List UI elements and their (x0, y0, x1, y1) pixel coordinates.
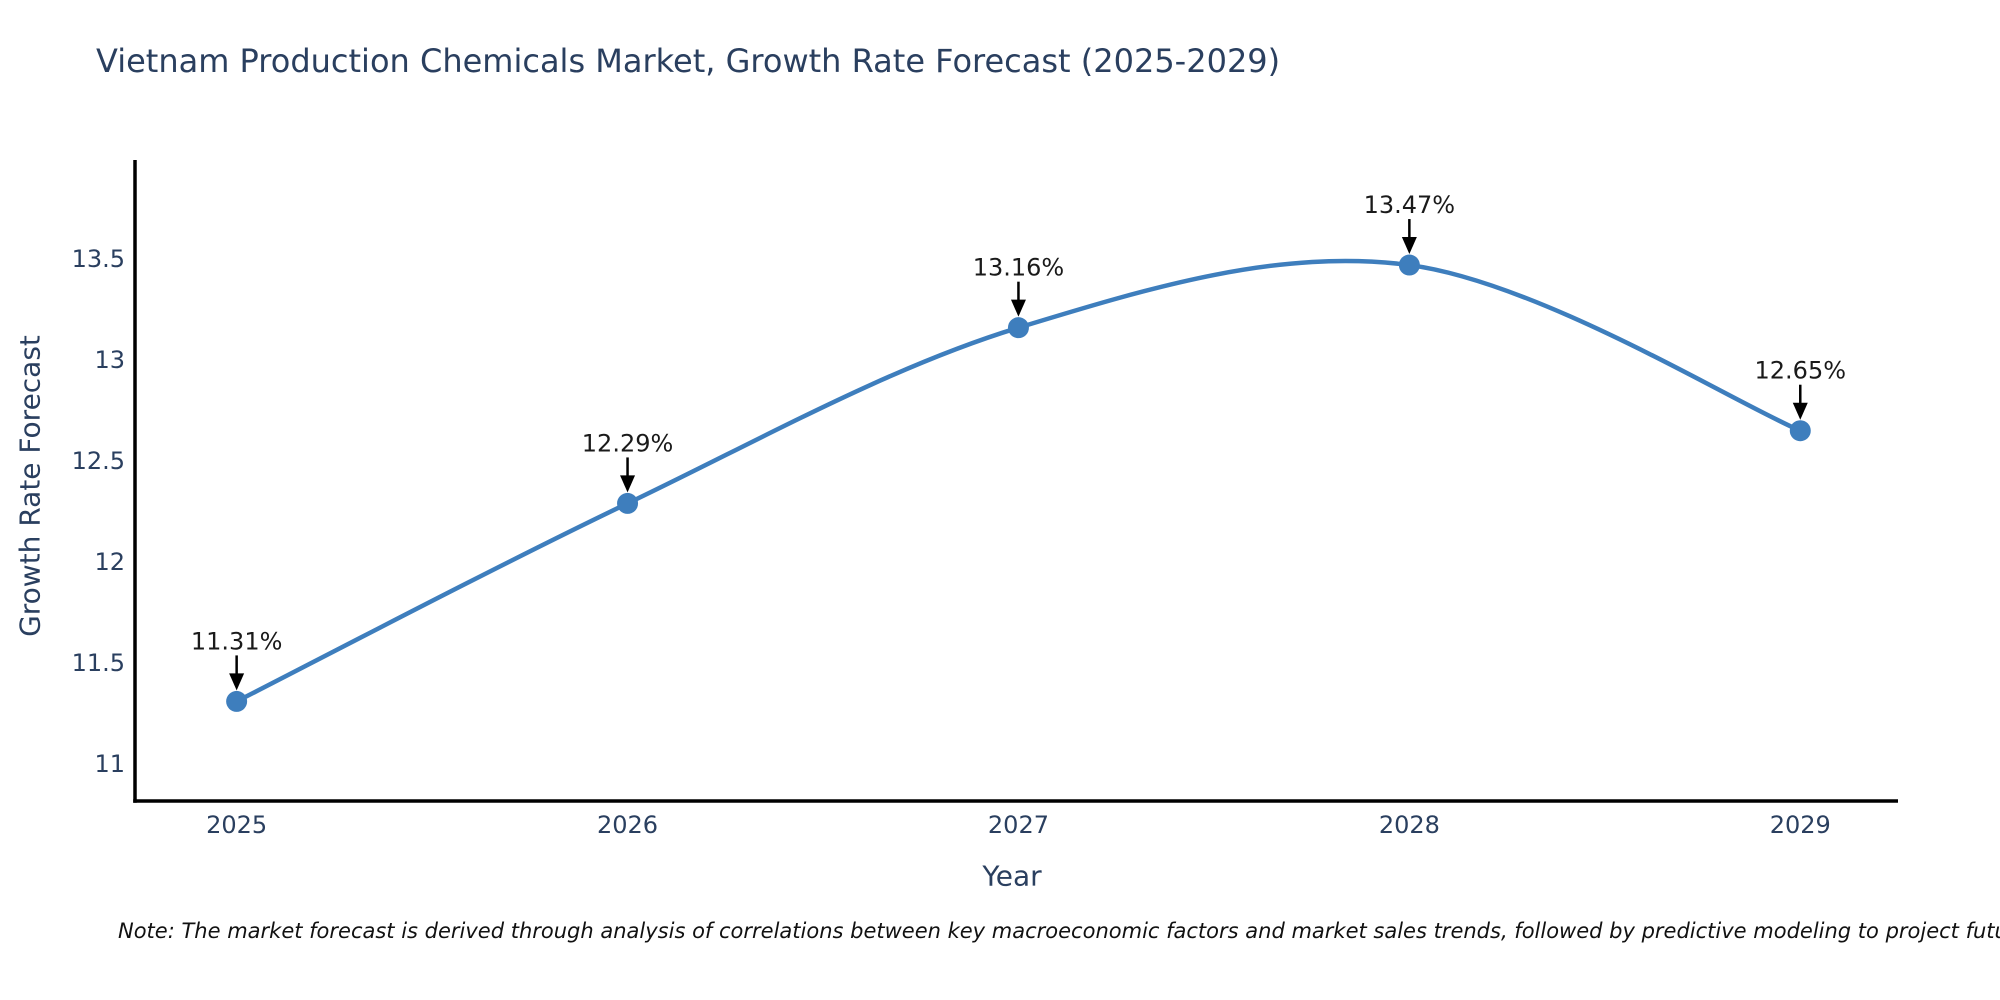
data-point-marker-2028 (1398, 254, 1420, 276)
annotation-label: 13.47% (1364, 191, 1456, 219)
annotation-label: 11.31% (191, 627, 283, 655)
data-point-marker-2029 (1789, 420, 1811, 442)
y-tick-label: 11.5 (72, 649, 125, 677)
x-tick-label: 2027 (988, 811, 1049, 839)
data-point-marker-2026 (617, 492, 639, 514)
x-tick-label: 2025 (206, 811, 267, 839)
annotation-label: 12.29% (582, 429, 674, 457)
annotation-arrow-head (1792, 402, 1808, 420)
x-tick-label: 2028 (1379, 811, 1440, 839)
chart-title: Vietnam Production Chemicals Market, Gro… (96, 42, 1281, 80)
x-axis-title: Year (982, 859, 1042, 893)
annotation-arrow-head (620, 475, 636, 493)
y-tick-label: 13.5 (72, 245, 125, 273)
y-tick-label: 12 (94, 548, 125, 576)
footnote: Note: The market forecast is derived thr… (118, 919, 2000, 943)
x-tick-label: 2029 (1770, 811, 1831, 839)
x-tick-label: 2026 (597, 811, 658, 839)
y-tick-label: 12.5 (72, 447, 125, 475)
y-tick-label: 13 (94, 346, 125, 374)
data-point-marker-2025 (226, 690, 248, 712)
y-tick-label: 11 (94, 750, 125, 778)
annotation-arrow-head (229, 673, 245, 691)
annotation-label: 12.65% (1755, 357, 1847, 385)
annotation-arrow-head (1010, 299, 1026, 317)
data-point-marker-2027 (1007, 317, 1029, 339)
annotation-label: 13.16% (973, 254, 1065, 282)
annotation-arrow-head (1401, 237, 1417, 255)
